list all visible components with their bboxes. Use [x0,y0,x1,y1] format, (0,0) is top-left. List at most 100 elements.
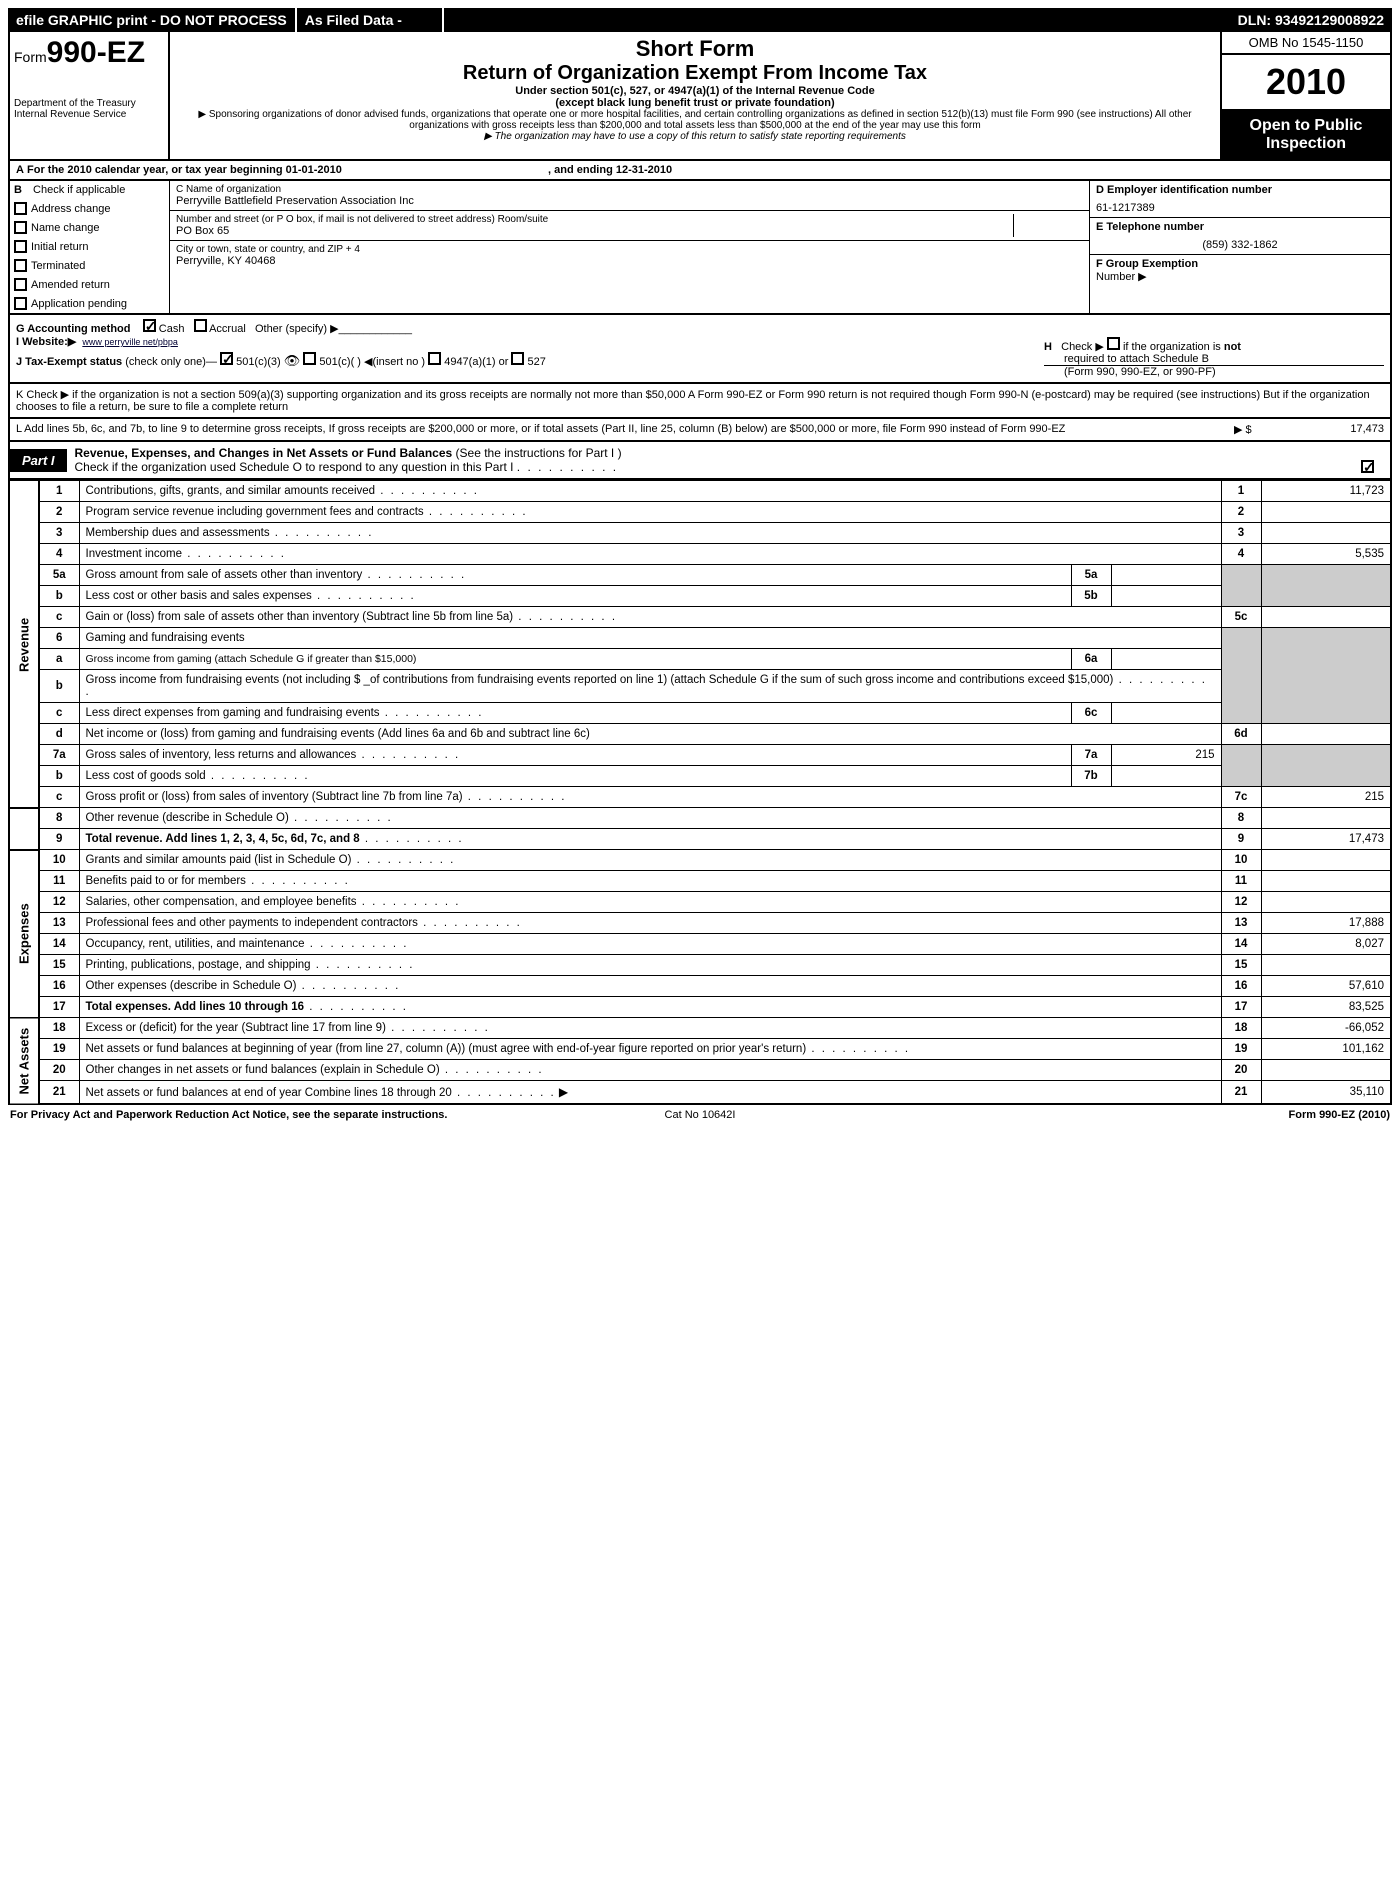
cb-501c-icon[interactable] [303,352,316,365]
cb-terminated[interactable]: Terminated [10,256,169,275]
line-desc: Gross amount from sale of assets other t… [86,569,363,581]
cb-4947-icon[interactable] [428,352,441,365]
cb-label: Application pending [31,298,127,310]
column-c: C Name of organization Perryville Battle… [170,181,1090,313]
row-a-text1: For the 2010 calendar year, or tax year … [27,164,286,176]
line-val [1261,871,1391,892]
line-num: c [39,703,79,724]
header-center: Short Form Return of Organization Exempt… [170,32,1220,159]
table-row: 21 Net assets or fund balances at end of… [9,1081,1391,1105]
cb-accrual-icon[interactable] [194,319,207,332]
table-row: c Gross profit or (loss) from sales of i… [9,787,1391,808]
line-val: 57,610 [1261,976,1391,997]
line-rnum: 19 [1221,1039,1261,1060]
line-desc: Gaming and fundraising events [79,628,1221,649]
table-row: 3 Membership dues and assessments 3 [9,523,1391,544]
line-num: 11 [39,871,79,892]
cb-application[interactable]: Application pending [10,294,169,313]
table-row: 5a Gross amount from sale of assets othe… [9,565,1391,586]
website-link[interactable]: www perryville net/pbpa [82,337,178,347]
line-rnum: 1 [1221,481,1261,502]
checkbox-icon [14,278,27,291]
line-num: 2 [39,502,79,523]
line-desc: Less direct expenses from gaming and fun… [86,707,380,719]
label-b: B [14,184,22,196]
dots [270,527,374,539]
line-desc: Benefits paid to or for members [86,875,246,887]
line-num: 13 [39,913,79,934]
line-desc: Membership dues and assessments [86,527,270,539]
line-val: -66,052 [1261,1018,1391,1039]
grey-cell [1221,628,1261,724]
cb-name-change[interactable]: Name change [10,218,169,237]
table-row: Expenses 10 Grants and similar amounts p… [9,850,1391,871]
org-name: Perryville Battlefield Preservation Asso… [176,195,1083,207]
table-row: c Gain or (loss) from sale of assets oth… [9,607,1391,628]
dots [357,896,461,908]
checkbox-icon [14,202,27,215]
dots [289,812,393,824]
table-row: Net Assets 18 Excess or (deficit) for th… [9,1018,1391,1039]
dots [440,1064,544,1076]
dept-irs: Internal Revenue Service [14,109,164,120]
line-num: a [39,649,79,670]
dots [806,1043,910,1055]
line-num: d [39,724,79,745]
line-rnum: 8 [1221,808,1261,829]
tax-year: 2010 [1222,55,1390,111]
cb-527-icon[interactable] [511,352,524,365]
line-desc: Investment income [86,548,183,560]
header-right: OMB No 1545-1150 2010 Open to Public Ins… [1220,32,1390,159]
c-city-label: City or town, state or country, and ZIP … [176,244,1083,255]
cb-address-change[interactable]: Address change [10,199,169,218]
grey-cell [1221,565,1261,607]
subtitle-3: ▶ Sponsoring organizations of donor advi… [174,109,1216,131]
label-a: A [16,164,24,176]
table-row: 17 Total expenses. Add lines 10 through … [9,997,1391,1018]
sub-num: 5b [1071,586,1111,607]
cb-label: Terminated [31,260,85,272]
return-title: Return of Organization Exempt From Incom… [174,62,1216,85]
line-rnum: 2 [1221,502,1261,523]
dots [513,611,617,623]
line-desc: Net assets or fund balances at end of ye… [86,1087,452,1099]
line-desc: Occupancy, rent, utilities, and maintena… [86,938,305,950]
j-insert: ◀(insert no ) [364,356,425,368]
subtitle-1: Under section 501(c), 527, or 4947(a)(1)… [174,85,1216,97]
line-val [1261,523,1391,544]
cb-part1-icon[interactable] [1361,460,1374,473]
accrual-label: Accrual [209,323,246,335]
cb-initial-return[interactable]: Initial return [10,237,169,256]
grey-cell [1261,628,1391,724]
table-row: b Less cost of goods sold 7b [9,766,1391,787]
table-row: 16 Other expenses (describe in Schedule … [9,976,1391,997]
cb-cash-icon[interactable] [143,319,156,332]
checkbox-icon [14,297,27,310]
b-check-text: Check if applicable [33,184,125,196]
line-desc: Net income or (loss) from gaming and fun… [86,728,590,740]
sub-val [1111,586,1221,607]
open-line2: Inspection [1224,135,1388,153]
cb-amended[interactable]: Amended return [10,275,169,294]
cb-h-icon[interactable] [1107,337,1120,350]
dots [463,791,567,803]
dots [246,875,350,887]
grey-cell [1221,745,1261,787]
dots [386,1022,490,1034]
form-header: Form990-EZ Department of the Treasury In… [8,32,1392,161]
table-row: 4 Investment income 4 5,535 [9,544,1391,565]
checkbox-icon [14,221,27,234]
j-501c3: 501(c)(3) [236,356,281,368]
line-rnum: 14 [1221,934,1261,955]
line-val [1261,955,1391,976]
line-num: 17 [39,997,79,1018]
dots [418,917,522,929]
form-prefix: Form [14,49,47,65]
table-row: 2 Program service revenue including gove… [9,502,1391,523]
line-num: 18 [39,1018,79,1039]
cb-501c3-icon[interactable] [220,352,233,365]
dots [375,485,479,497]
line-desc: Gross income from gaming (attach Schedul… [79,649,1071,670]
e-label: E Telephone number [1096,221,1204,233]
d-ein-row: D Employer identification number 61-1217… [1090,181,1390,218]
